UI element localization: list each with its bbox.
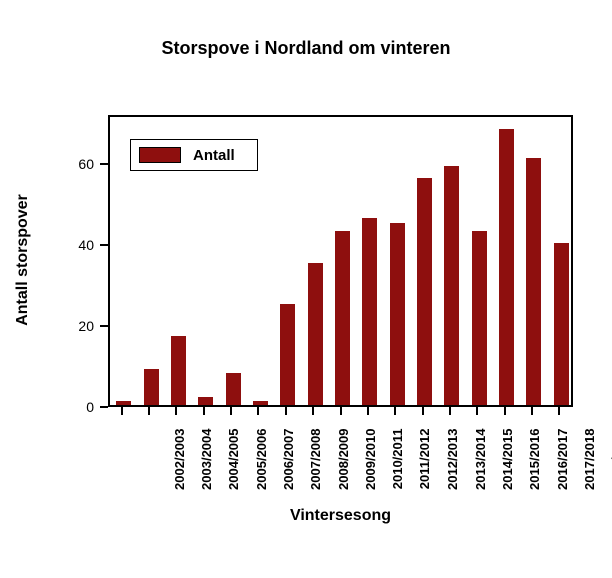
- xtick-label: 2014/2015: [500, 429, 515, 490]
- bar: [499, 129, 514, 405]
- bar: [472, 231, 487, 405]
- xtick-mark: [367, 407, 369, 415]
- xtick-label: 2002/2003: [172, 429, 187, 490]
- bar: [554, 243, 569, 405]
- bar: [417, 178, 432, 405]
- ytick-label: 0: [58, 399, 94, 415]
- xtick-label: 2012/2013: [445, 429, 460, 490]
- xtick-mark: [531, 407, 533, 415]
- bar: [444, 166, 459, 405]
- bar: [226, 373, 241, 405]
- xtick-mark: [449, 407, 451, 415]
- bar: [144, 369, 159, 406]
- xtick-label: 2017/2018: [582, 429, 597, 490]
- xtick-label: 2007/2008: [308, 429, 323, 490]
- xtick-mark: [312, 407, 314, 415]
- xtick-mark: [121, 407, 123, 415]
- ytick-mark: [100, 163, 108, 165]
- xtick-label: 2008/2009: [336, 429, 351, 490]
- bar: [390, 223, 405, 406]
- bar: [362, 218, 377, 405]
- ytick-label: 60: [58, 156, 94, 172]
- bar: [116, 401, 131, 405]
- legend-swatch: [139, 147, 181, 163]
- ytick-label: 20: [58, 318, 94, 334]
- xtick-label: 2013/2014: [473, 429, 488, 490]
- bar: [526, 158, 541, 405]
- bar: [198, 397, 213, 405]
- bar: [308, 263, 323, 405]
- x-axis-label: Vintersesong: [108, 507, 573, 525]
- xtick-label: 2006/2007: [281, 429, 296, 490]
- ytick-mark: [100, 406, 108, 408]
- xtick-mark: [230, 407, 232, 415]
- bar: [335, 231, 350, 405]
- xtick-label: 2003/2004: [199, 429, 214, 490]
- xtick-mark: [504, 407, 506, 415]
- xtick-mark: [175, 407, 177, 415]
- bar: [253, 401, 268, 405]
- xtick-mark: [203, 407, 205, 415]
- y-axis-label: Antall storspover: [14, 160, 32, 360]
- xtick-label: 2010/2011: [390, 429, 405, 490]
- xtick-mark: [148, 407, 150, 415]
- xtick-label: 2015/2016: [527, 429, 542, 490]
- ytick-mark: [100, 325, 108, 327]
- xtick-mark: [558, 407, 560, 415]
- xtick-mark: [422, 407, 424, 415]
- xtick-mark: [476, 407, 478, 415]
- xtick-mark: [394, 407, 396, 415]
- xtick-label: 2011/2012: [417, 429, 432, 490]
- xtick-label: 2016/2017: [555, 429, 570, 490]
- ytick-mark: [100, 244, 108, 246]
- xtick-label: 2005/2006: [254, 429, 269, 490]
- xtick-mark: [285, 407, 287, 415]
- legend-label: Antall: [193, 147, 235, 164]
- chart-title: Storspove i Nordland om vinteren: [0, 38, 612, 59]
- xtick-mark: [257, 407, 259, 415]
- bar: [280, 304, 295, 405]
- legend: Antall: [130, 139, 258, 171]
- bar: [171, 336, 186, 405]
- xtick-label: 2004/2005: [226, 429, 241, 490]
- ytick-label: 40: [58, 237, 94, 253]
- chart-canvas: Storspove i Nordland om vinteren Antall …: [0, 0, 612, 578]
- xtick-mark: [340, 407, 342, 415]
- xtick-label: 2009/2010: [363, 429, 378, 490]
